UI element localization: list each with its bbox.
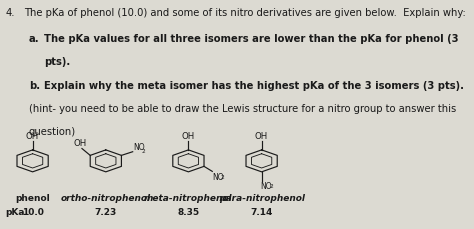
Text: OH: OH	[74, 139, 87, 147]
Text: OH: OH	[255, 132, 268, 141]
Text: 8.35: 8.35	[177, 207, 200, 216]
Text: The pKa values for all three isomers are lower than the pKa for phenol (3: The pKa values for all three isomers are…	[44, 34, 458, 44]
Text: b.: b.	[29, 81, 40, 91]
Text: 4.: 4.	[5, 8, 15, 17]
Text: The pKa of phenol (10.0) and some of its nitro derivatives are given below.  Exp: The pKa of phenol (10.0) and some of its…	[24, 8, 466, 17]
Text: NO: NO	[261, 181, 272, 190]
Text: OH: OH	[26, 132, 39, 141]
Text: OH: OH	[182, 132, 195, 141]
Text: (hint- you need to be able to draw the Lewis structure for a nitro group to answ: (hint- you need to be able to draw the L…	[29, 104, 456, 114]
Text: 2: 2	[269, 184, 273, 189]
Text: Explain why the meta isomer has the highest pKa of the 3 isomers (3 pts).: Explain why the meta isomer has the high…	[44, 81, 464, 91]
Text: ortho-nitrophenol: ortho-nitrophenol	[61, 193, 151, 202]
Text: meta-nitrophenol: meta-nitrophenol	[144, 193, 233, 202]
Text: a.: a.	[29, 34, 39, 44]
Text: 2: 2	[142, 148, 146, 153]
Text: question): question)	[29, 127, 76, 136]
Text: 10.0: 10.0	[22, 207, 44, 216]
Text: para-nitrophenol: para-nitrophenol	[219, 193, 305, 202]
Text: 7.23: 7.23	[95, 207, 117, 216]
Text: pKa: pKa	[5, 207, 25, 216]
Text: NO: NO	[212, 172, 224, 181]
Text: pts).: pts).	[44, 57, 70, 66]
Text: NO: NO	[133, 142, 145, 151]
Text: 7.14: 7.14	[250, 207, 273, 216]
Text: phenol: phenol	[15, 193, 50, 202]
Text: 2: 2	[221, 174, 225, 180]
